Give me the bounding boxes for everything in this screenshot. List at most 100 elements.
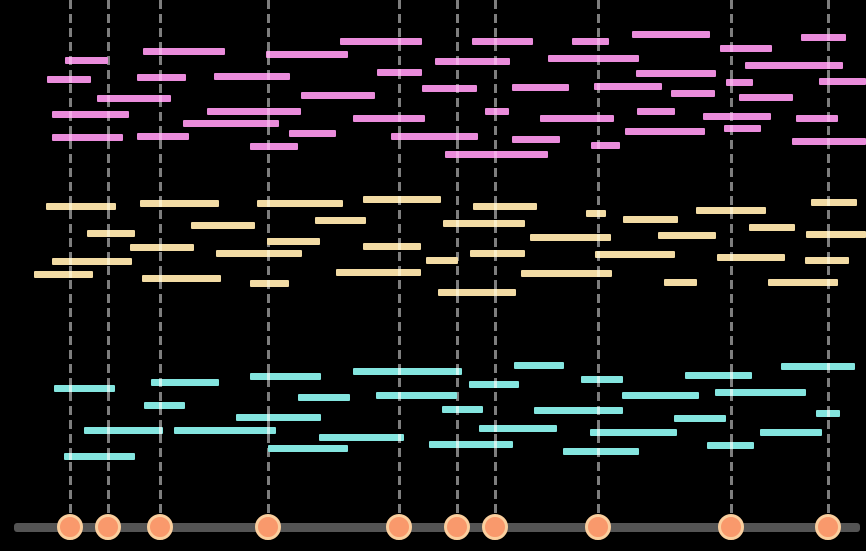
beat-gridline (493, 0, 497, 516)
note-bar-bottom-voice (174, 426, 276, 434)
gridline-crossing-tint (106, 452, 110, 460)
note-bar-bottom-voice (442, 405, 483, 413)
gridline-crossing-tint (397, 132, 401, 140)
note-bar-middle-voice (811, 198, 857, 206)
gridline-crossing-tint (729, 371, 733, 379)
note-bar-bottom-voice (514, 361, 564, 369)
gridline-crossing-tint (493, 440, 497, 448)
gridline-crossing-tint (826, 137, 830, 145)
note-bar-top-voice (137, 132, 189, 140)
note-bar-top-voice (637, 107, 675, 115)
gridline-crossing-tint (455, 219, 459, 227)
gridline-crossing-tint (68, 384, 72, 392)
gridline-crossing-tint (68, 110, 72, 118)
gridline-crossing-tint (266, 72, 270, 80)
gridline-crossing-tint (106, 133, 110, 141)
note-bar-bottom-voice (534, 406, 623, 414)
note-bar-middle-voice (443, 219, 525, 227)
gridline-crossing-tint (266, 50, 270, 58)
gridline-crossing-tint (106, 110, 110, 118)
note-bar-top-voice (485, 107, 509, 115)
gridline-crossing-tint (68, 202, 72, 210)
note-bar-top-voice (340, 37, 422, 45)
gridline-crossing-tint (826, 198, 830, 206)
beat-marker-dot (95, 514, 121, 540)
gridline-crossing-tint (493, 424, 497, 432)
gridline-crossing-tint (266, 142, 270, 150)
note-bar-top-voice (745, 61, 843, 69)
note-bar-bottom-voice (581, 375, 623, 383)
gridline-crossing-tint (826, 278, 830, 286)
note-bar-top-voice (636, 69, 716, 77)
gridline-crossing-tint (455, 57, 459, 65)
gridline-crossing-tint (106, 384, 110, 392)
note-bar-bottom-voice (622, 391, 699, 399)
gridline-crossing-tint (826, 409, 830, 417)
note-bar-top-voice (796, 114, 838, 122)
note-bar-top-voice (512, 83, 569, 91)
gridline-crossing-tint (397, 433, 401, 441)
gridline-crossing-tint (493, 37, 497, 45)
gridline-crossing-tint (158, 199, 162, 207)
note-bar-middle-voice (595, 250, 675, 258)
note-bar-bottom-voice (319, 433, 404, 441)
gridline-crossing-tint (493, 288, 497, 296)
note-bar-top-voice (422, 84, 477, 92)
gridline-crossing-tint (158, 243, 162, 251)
note-bar-top-voice (671, 89, 715, 97)
note-bar-top-voice (353, 114, 425, 122)
beat-marker-dot (386, 514, 412, 540)
note-bar-top-voice (250, 142, 298, 150)
gridline-crossing-tint (729, 441, 733, 449)
note-bar-bottom-voice (353, 367, 462, 375)
gridline-crossing-tint (455, 440, 459, 448)
note-bar-top-voice (472, 37, 533, 45)
note-bar-bottom-voice (268, 444, 348, 452)
note-bar-middle-voice (438, 288, 516, 296)
gridline-crossing-tint (493, 249, 497, 257)
gridline-crossing-tint (158, 401, 162, 409)
gridline-crossing-tint (826, 362, 830, 370)
gridline-crossing-tint (266, 119, 270, 127)
beat-gridline (596, 0, 600, 516)
note-bar-top-voice (726, 78, 753, 86)
note-bar-top-voice (625, 127, 705, 135)
note-bar-middle-voice (130, 243, 194, 251)
note-bar-bottom-voice (64, 452, 135, 460)
gridline-crossing-tint (596, 233, 600, 241)
gridline-crossing-tint (596, 209, 600, 217)
note-bar-bottom-voice (376, 391, 457, 399)
gridline-crossing-tint (455, 288, 459, 296)
note-bar-bottom-voice (236, 413, 321, 421)
note-bar-middle-voice (140, 199, 219, 207)
note-bar-top-voice (183, 119, 279, 127)
gridline-crossing-tint (68, 452, 72, 460)
gridline-crossing-tint (68, 257, 72, 265)
note-bar-top-voice (65, 56, 108, 64)
note-bar-bottom-voice (429, 440, 513, 448)
note-bar-middle-voice (142, 274, 221, 282)
note-bar-top-voice (819, 77, 866, 85)
note-bar-top-voice (512, 135, 560, 143)
gridline-crossing-tint (596, 54, 600, 62)
note-bar-middle-voice (749, 223, 795, 231)
note-bar-top-voice (720, 44, 772, 52)
note-bar-middle-voice (46, 202, 116, 210)
gridline-crossing-tint (397, 242, 401, 250)
gridline-crossing-tint (826, 114, 830, 122)
gridline-crossing-tint (596, 375, 600, 383)
note-bar-top-voice (52, 133, 123, 141)
gridline-crossing-tint (729, 112, 733, 120)
note-bar-bottom-voice (469, 380, 519, 388)
gridline-crossing-tint (729, 124, 733, 132)
gridline-crossing-tint (455, 150, 459, 158)
gridline-crossing-tint (158, 132, 162, 140)
note-bar-bottom-voice (590, 428, 677, 436)
note-bar-top-voice (572, 37, 609, 45)
gridline-crossing-tint (266, 279, 270, 287)
beat-gridline (266, 0, 270, 516)
beat-marker-dot (444, 514, 470, 540)
gridline-crossing-tint (266, 199, 270, 207)
note-bar-bottom-voice (685, 371, 752, 379)
gridline-crossing-tint (493, 107, 497, 115)
